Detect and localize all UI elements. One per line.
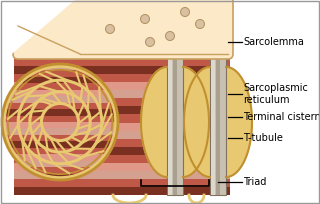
- Bar: [14, 74, 230, 82]
- Bar: [14, 147, 230, 155]
- Circle shape: [140, 14, 149, 23]
- Bar: [167, 50, 183, 195]
- Polygon shape: [183, 67, 209, 177]
- Bar: [14, 131, 230, 139]
- Circle shape: [146, 38, 155, 47]
- Bar: [2, 64, 118, 70]
- Polygon shape: [141, 67, 167, 177]
- Bar: [2, 174, 118, 180]
- Polygon shape: [18, 2, 228, 54]
- Bar: [14, 90, 230, 98]
- Bar: [2, 167, 118, 174]
- Bar: [14, 58, 230, 66]
- Bar: [14, 122, 230, 131]
- Bar: [2, 122, 118, 129]
- FancyBboxPatch shape: [13, 0, 233, 59]
- Bar: [2, 154, 118, 161]
- Bar: [14, 155, 230, 163]
- Text: Triad: Triad: [243, 177, 266, 187]
- Circle shape: [165, 31, 174, 41]
- Bar: [2, 83, 118, 90]
- Bar: [14, 50, 230, 58]
- Bar: [2, 161, 118, 167]
- Bar: [168, 50, 172, 195]
- Text: Sarcoplasmic
reticulum: Sarcoplasmic reticulum: [243, 83, 308, 105]
- Text: Terminal cisternae: Terminal cisternae: [243, 112, 320, 122]
- Bar: [216, 50, 220, 195]
- Bar: [14, 187, 230, 195]
- Polygon shape: [0, 0, 75, 64]
- Bar: [14, 139, 230, 147]
- Bar: [2, 70, 118, 77]
- Circle shape: [106, 24, 115, 33]
- Text: Sarcolemma: Sarcolemma: [243, 37, 304, 47]
- Bar: [2, 96, 118, 103]
- Bar: [2, 90, 118, 96]
- Bar: [2, 109, 118, 115]
- Bar: [14, 66, 230, 74]
- Bar: [2, 141, 118, 148]
- Bar: [14, 114, 230, 122]
- Polygon shape: [226, 67, 252, 177]
- Bar: [14, 98, 230, 106]
- Polygon shape: [184, 67, 210, 177]
- Bar: [2, 135, 118, 141]
- Circle shape: [180, 8, 189, 17]
- Bar: [14, 82, 230, 90]
- Circle shape: [196, 20, 204, 29]
- Bar: [2, 77, 118, 83]
- Bar: [173, 50, 177, 195]
- Text: T-tubule: T-tubule: [243, 133, 283, 143]
- Bar: [2, 115, 118, 122]
- Bar: [210, 50, 226, 195]
- Bar: [14, 106, 230, 114]
- Bar: [2, 129, 118, 135]
- Bar: [211, 50, 215, 195]
- Bar: [14, 171, 230, 179]
- Bar: [2, 148, 118, 154]
- Bar: [14, 179, 230, 187]
- Bar: [2, 103, 118, 109]
- Bar: [14, 163, 230, 171]
